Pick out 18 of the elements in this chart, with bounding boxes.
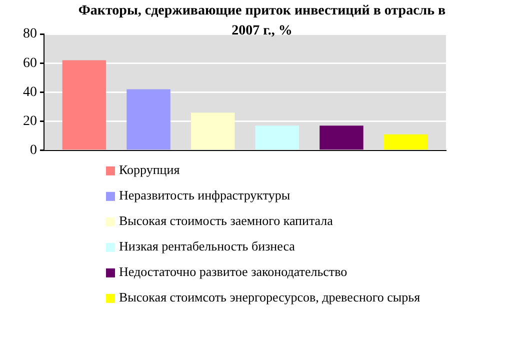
y-tick-label: 20 — [23, 114, 37, 129]
bar — [126, 89, 170, 150]
legend-label: Недостаточно развитое законодательство — [119, 264, 348, 279]
bar — [190, 112, 235, 150]
chart-title: Факторы, сдерживающие приток инвестиций в отрасль в 2007 г., % — [78, 4, 446, 39]
y-tick-label: 40 — [23, 84, 37, 100]
bar — [320, 126, 364, 150]
legend-label: Низкая рентабельность бизнеса — [119, 238, 296, 254]
y-tick-label: 0 — [30, 143, 37, 158]
y-tick-label: 60 — [23, 56, 37, 71]
legend-label: Высокая стоимсоть энергоресурсов, древесного сырья — [119, 289, 420, 304]
legend-label: Неразвитость инфраструктуры — [119, 187, 290, 202]
bar — [62, 60, 106, 150]
y-tick-label: 80 — [23, 26, 37, 42]
bar — [384, 134, 428, 150]
bar — [255, 126, 300, 150]
legend-label: Коррупция — [119, 162, 180, 177]
legend-label: Высокая стоимость заемного капитала — [119, 212, 334, 228]
